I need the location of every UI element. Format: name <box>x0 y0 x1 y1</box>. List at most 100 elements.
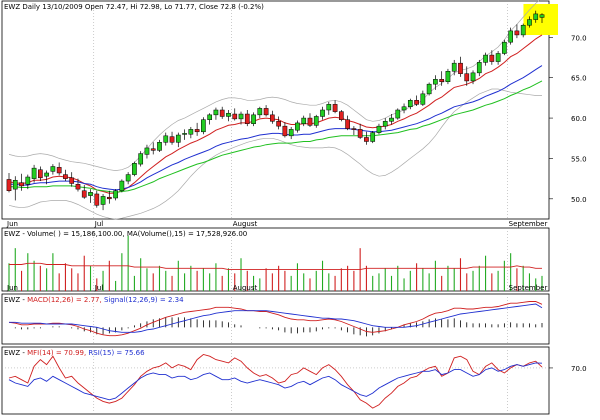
candle-body-70 <box>445 70 451 82</box>
panel-frame-price <box>1 0 550 220</box>
candle-body-83 <box>527 19 532 26</box>
overlay-upper-band <box>8 0 541 171</box>
candle-body-57 <box>364 137 369 142</box>
price-month-label-1: Jul <box>94 220 104 228</box>
candle-body-36 <box>232 113 238 120</box>
candle-body-47 <box>301 117 307 124</box>
candle-body-20 <box>132 163 137 175</box>
mfi-line <box>8 354 543 409</box>
candle-body-29 <box>188 129 194 135</box>
candle-body-68 <box>433 79 438 85</box>
candle-body-71 <box>451 62 457 72</box>
price-ytick-label-4: 70.0 <box>571 34 587 42</box>
candle-body-45 <box>288 129 294 137</box>
candle-body-50 <box>320 109 325 117</box>
candle-body-6 <box>44 172 49 177</box>
panel-frame-osc <box>1 346 550 415</box>
candle-body-44 <box>282 125 288 137</box>
candle-body-82 <box>520 24 526 36</box>
candle-body-18 <box>119 180 125 191</box>
candle-body-52 <box>332 104 338 112</box>
candle-body-46 <box>295 122 300 131</box>
chart-header: EWZ Daily 13/10/2009 Open 72.47, Hi 72.9… <box>4 3 264 11</box>
candle-body-24 <box>157 142 162 151</box>
candle-body-60 <box>382 121 388 127</box>
candle-body-51 <box>326 104 332 111</box>
candle-body-19 <box>125 174 131 182</box>
candle-body-42 <box>270 114 275 122</box>
candle-body-11 <box>75 184 81 190</box>
candle-body-81 <box>514 30 520 36</box>
overlay-ema-long <box>9 80 543 193</box>
macd-legend-part-0: EWZ - <box>4 296 25 304</box>
candle-body-30 <box>194 129 200 133</box>
vol-month-label-3: September <box>509 284 548 292</box>
candle-body-39 <box>251 114 256 124</box>
candle-body-1 <box>12 179 18 190</box>
candle-body-77 <box>489 54 495 62</box>
candle-body-35 <box>226 112 231 117</box>
price-ytick-label-0: 50.0 <box>571 196 587 204</box>
volume-legend: EWZ - Volume( ) = 15,186,100.00, MA(Volu… <box>4 230 247 238</box>
candle-body-53 <box>338 111 344 120</box>
candle-body-5 <box>38 169 43 179</box>
candle-body-38 <box>244 113 250 124</box>
candle-body-84 <box>533 13 539 20</box>
macd-legend-part-2: Signal(12,26,9) = 2.34 <box>102 296 184 304</box>
candle-body-16 <box>106 196 112 200</box>
candle-body-27 <box>175 134 181 143</box>
candle-body-64 <box>407 100 413 108</box>
candle-body-41 <box>263 108 269 116</box>
price-month-label-3: September <box>509 220 548 228</box>
candle-body-37 <box>238 113 244 120</box>
rsi-line <box>8 362 543 401</box>
overlay-lower-band <box>8 88 542 220</box>
candle-body-21 <box>138 153 144 165</box>
candle-body-65 <box>414 100 419 105</box>
candle-body-25 <box>163 135 169 143</box>
candle-body-66 <box>420 93 426 105</box>
candle-body-9 <box>63 174 68 179</box>
candle-body-48 <box>307 117 313 126</box>
candle-body-72 <box>458 62 463 74</box>
candle-body-62 <box>395 109 401 119</box>
candle-body-59 <box>376 125 382 133</box>
candle-body-7 <box>50 166 56 172</box>
candle-body-61 <box>389 117 394 122</box>
candle-body-22 <box>144 147 150 155</box>
osc-ytick-label: 70.0 <box>571 365 587 373</box>
price-ytick-label-1: 55.0 <box>571 155 587 163</box>
candle-body-67 <box>426 83 432 95</box>
candle-body-26 <box>169 136 175 143</box>
candle-body-8 <box>56 167 62 174</box>
candle-body-33 <box>213 109 219 116</box>
candle-body-80 <box>508 30 513 43</box>
panel-frame-vol <box>1 227 550 292</box>
candle-body-14 <box>94 193 100 206</box>
macd-line <box>8 301 543 337</box>
candle-body-74 <box>470 72 476 82</box>
vol-month-label-0: Jun <box>6 284 18 292</box>
candle-body-3 <box>25 176 31 185</box>
candle-body-69 <box>439 79 445 82</box>
candle-body-10 <box>69 177 75 184</box>
candle-body-75 <box>476 62 482 74</box>
candle-body-4 <box>31 167 37 179</box>
osc-legend: EWZ - MFI(14) = 70.99, RSI(15) = 75.66 <box>4 349 145 357</box>
candle-body-15 <box>100 196 106 205</box>
candle-body-58 <box>370 132 376 142</box>
candle-body-23 <box>150 148 156 151</box>
candle-body-13 <box>88 192 93 196</box>
signal-line <box>9 303 543 333</box>
overlay-ema-mid <box>9 65 543 191</box>
candle-body-28 <box>182 133 187 135</box>
panel-frame-macd <box>1 293 550 345</box>
osc-legend-part-0: EWZ - <box>4 349 25 357</box>
candle-body-32 <box>207 114 213 120</box>
vol-month-label-1: Jul <box>94 284 104 292</box>
candle-body-63 <box>401 106 407 111</box>
candle-body-54 <box>345 119 350 129</box>
candle-body-17 <box>113 190 118 199</box>
osc-legend-part-1: MFI(14) = 70.99, <box>25 349 86 357</box>
candle-body-49 <box>313 116 319 126</box>
